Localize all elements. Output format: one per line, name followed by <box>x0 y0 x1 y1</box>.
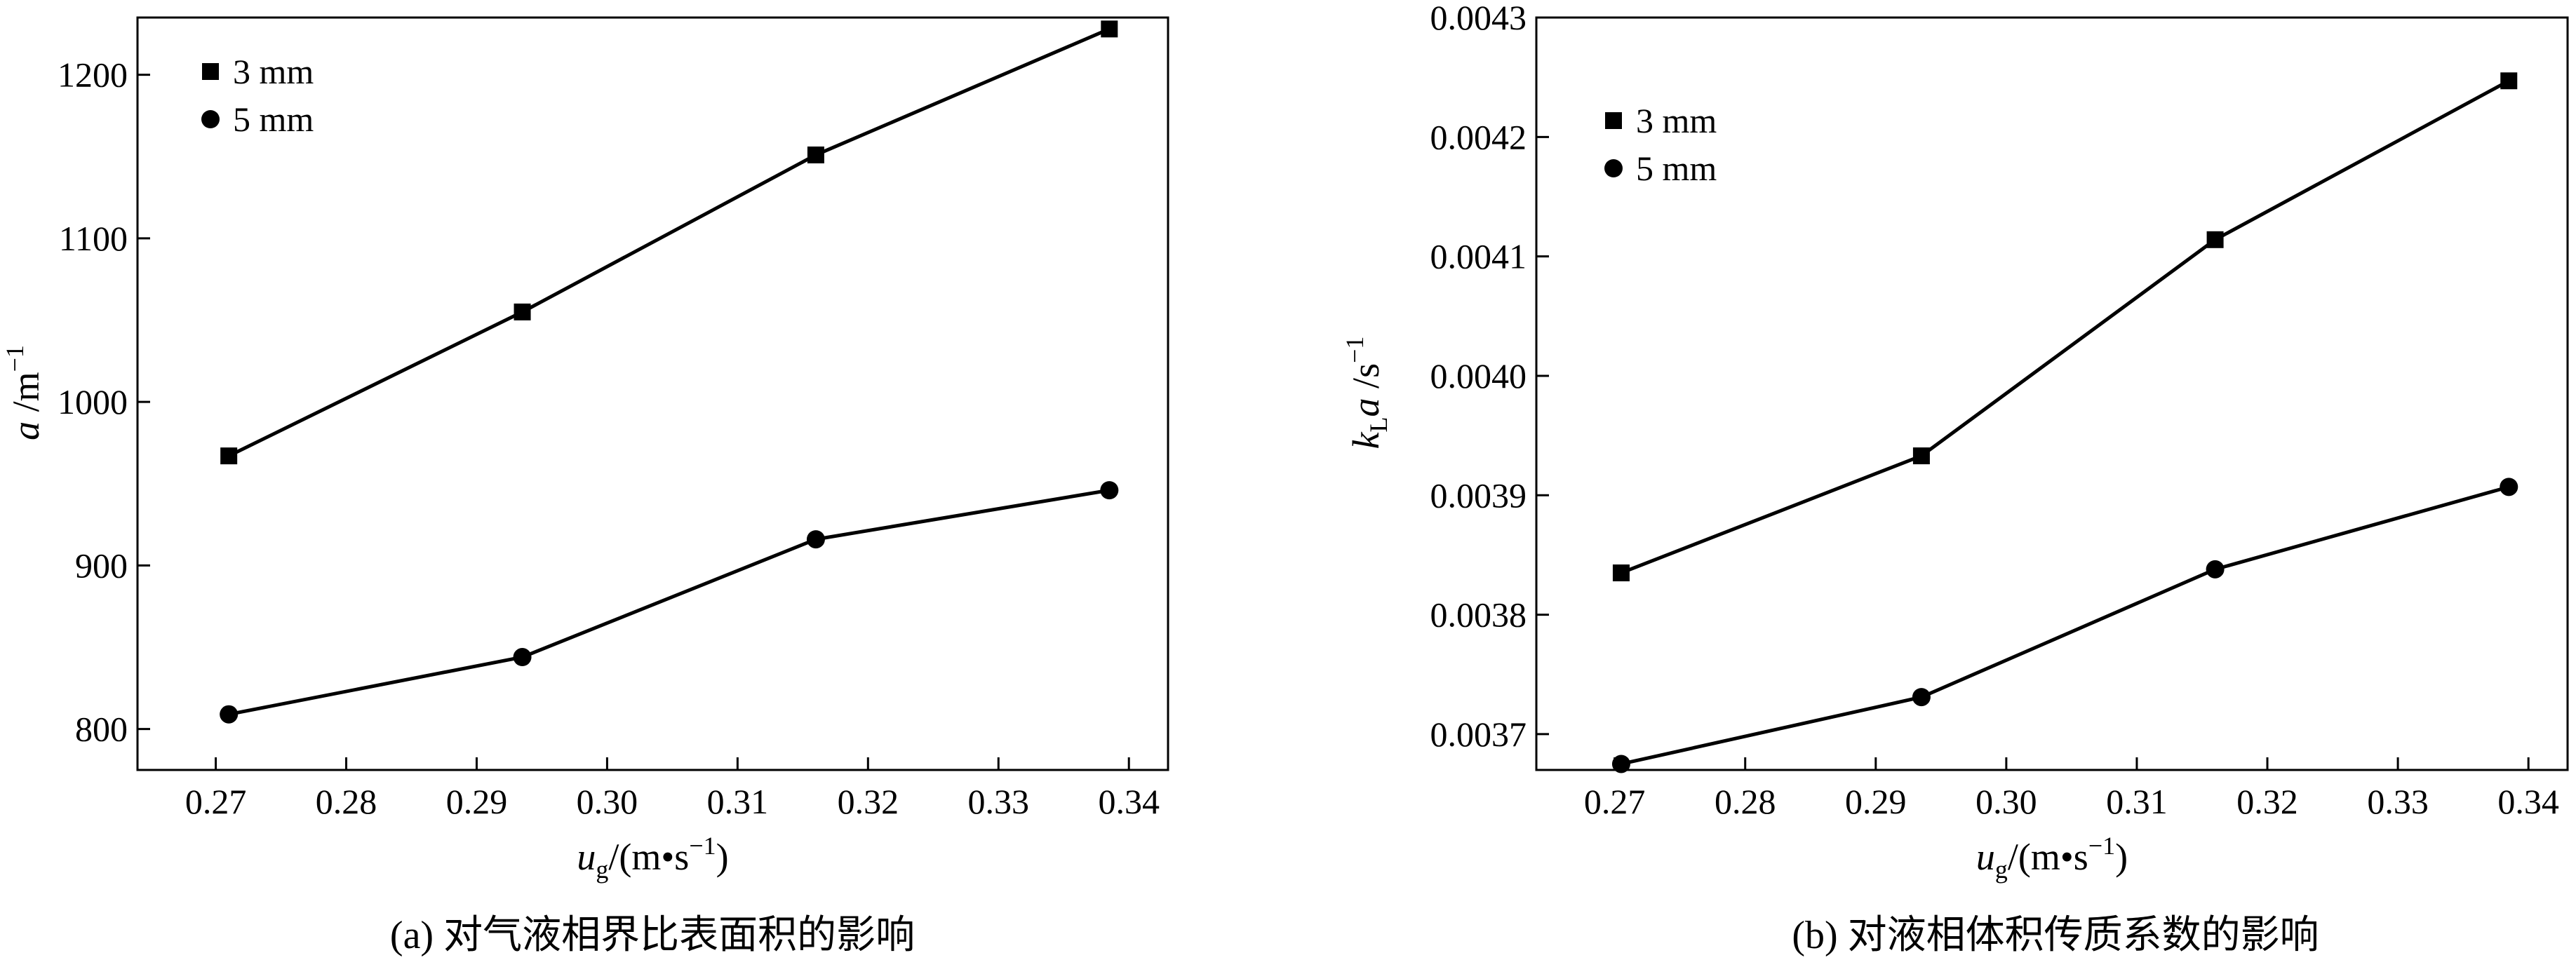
data-point-circle <box>220 705 239 724</box>
chart-a-surface-area: 0.27 0.28 0.29 0.30 0.31 0.32 0.33 0.34 800 900 10… <box>1 16 1169 957</box>
x-tick-label: 0.30 <box>577 782 638 821</box>
series-line <box>1621 79 2510 575</box>
y-tick-label: 0.0042 <box>1430 117 1527 156</box>
x-tick-label: 0.33 <box>968 782 1030 821</box>
legend-label: 5 mm <box>1636 149 1717 188</box>
series-5-mm <box>1611 478 2518 773</box>
plot-frame <box>136 16 1169 771</box>
data-point-square <box>1912 447 1930 465</box>
x-tick-label: 0.32 <box>2236 782 2298 821</box>
series-line <box>228 488 1110 717</box>
chart-caption: (a) 对气液相界比表面积的影响 <box>390 914 915 957</box>
legend-marker-circle <box>1604 159 1623 177</box>
x-axis: 0.27 0.28 0.29 0.30 0.31 0.32 0.33 0.34 <box>1584 757 2559 821</box>
y-tick-label: 800 <box>75 710 128 749</box>
y-axis: 800 900 1000 1100 1200 <box>58 55 150 749</box>
x-tick-label: 0.28 <box>1715 782 1776 821</box>
x-tick-label: 0.31 <box>707 782 769 821</box>
x-axis: 0.27 0.28 0.29 0.30 0.31 0.32 0.33 0.34 <box>185 757 1160 821</box>
data-point-square <box>1612 564 1630 581</box>
legend-label: 3 mm <box>1636 101 1717 140</box>
legend-marker-circle <box>201 110 220 128</box>
data-point-circle <box>1100 481 1119 500</box>
y-axis-title: kLa /s−1 <box>1341 337 1393 449</box>
data-point-square <box>2500 72 2518 90</box>
y-tick-label: 0.0040 <box>1430 356 1527 395</box>
series-3-mm <box>220 20 1118 465</box>
y-tick-label: 0.0043 <box>1430 0 1527 37</box>
series-line <box>1621 485 2509 766</box>
series-line <box>228 27 1111 458</box>
data-point-circle <box>2206 560 2225 579</box>
chart-b-mass-transfer: 0.27 0.28 0.29 0.30 0.31 0.32 0.33 0.340.00370.… <box>1341 0 2569 957</box>
legend-marker-square <box>202 63 219 80</box>
legend-label: 5 mm <box>233 100 314 139</box>
x-tick-label: 0.27 <box>185 782 247 821</box>
y-tick-label: 0.0039 <box>1430 475 1527 515</box>
data-point-circle <box>806 530 825 549</box>
x-tick-label: 0.32 <box>838 782 899 821</box>
x-tick-label: 0.33 <box>2367 782 2429 821</box>
x-tick-label: 0.27 <box>1584 782 1646 821</box>
legend-marker-square <box>1605 112 1622 129</box>
x-tick-label: 0.30 <box>1975 782 2037 821</box>
x-tick-label: 0.34 <box>2497 782 2559 821</box>
data-point-circle <box>2500 478 2518 496</box>
y-tick-label: 1200 <box>58 55 128 95</box>
x-axis-title: ug/(m•s−1) <box>577 832 728 884</box>
data-point-square <box>514 303 531 320</box>
plot-frame <box>1535 16 2569 771</box>
data-point-circle <box>1912 688 1931 707</box>
y-tick-label: 1100 <box>59 219 128 258</box>
y-tick-label: 0.0037 <box>1430 715 1527 754</box>
legend-label: 3 mm <box>233 52 314 91</box>
series-3-mm <box>1612 72 2518 581</box>
data-point-square <box>220 447 238 465</box>
x-tick-label: 0.31 <box>2106 782 2168 821</box>
y-tick-label: 0.0041 <box>1430 237 1527 276</box>
data-point-square <box>2206 231 2224 248</box>
y-tick-label: 900 <box>75 546 128 585</box>
series-5-mm <box>220 481 1119 724</box>
y-tick-label: 0.0038 <box>1430 595 1527 635</box>
y-tick-label: 1000 <box>58 382 128 421</box>
data-point-circle <box>513 648 532 667</box>
x-tick-label: 0.34 <box>1098 782 1160 821</box>
y-axis: 0.0037 0.0038 0.0039 0.0040 0.0041 0.0042 0.00… <box>1430 0 1549 754</box>
x-tick-label: 0.29 <box>1845 782 1907 821</box>
x-tick-label: 0.29 <box>446 782 508 821</box>
data-point-square <box>807 146 824 163</box>
data-point-circle <box>1611 755 1630 773</box>
x-tick-label: 0.28 <box>316 782 377 821</box>
y-axis-title: a /m−1 <box>1 345 47 440</box>
x-axis-title: ug/(m•s−1) <box>1976 832 2128 884</box>
data-point-square <box>1101 20 1118 38</box>
chart-caption: (b) 对液相体积传质系数的影响 <box>1792 914 2319 957</box>
